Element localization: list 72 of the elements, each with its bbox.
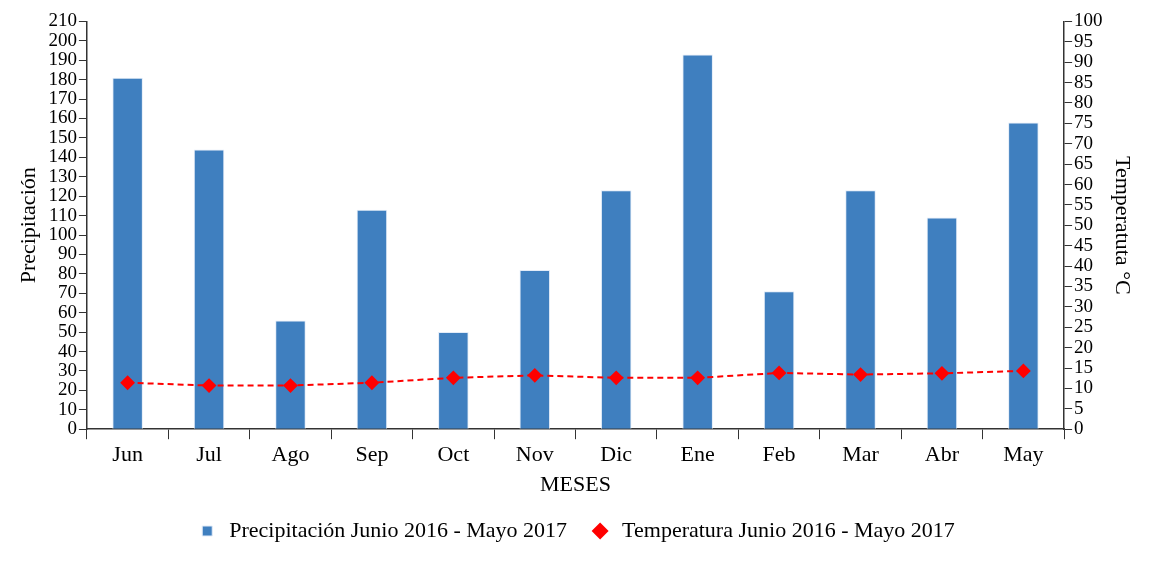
x-tick-label: Sep (355, 441, 389, 467)
y2-tick-label: 95 (1074, 29, 1094, 51)
y2-tick-label: 30 (1074, 294, 1094, 316)
y-tick-label: 80 (57, 261, 77, 283)
point (446, 370, 461, 385)
y2-axis-title: Temperatuta °C (1111, 156, 1137, 295)
x-axis-title: MESES (540, 470, 611, 496)
point (853, 367, 868, 382)
y2-tick-label: 10 (1074, 376, 1094, 398)
point (364, 375, 379, 390)
y2-tick-label: 0 (1074, 417, 1084, 439)
legend-label: Precipitación Junio 2016 - Mayo 2017 (229, 516, 568, 542)
x-tick-label: Mar (842, 441, 880, 467)
point (527, 368, 542, 383)
y-tick-label: 10 (57, 397, 77, 419)
y2-tick-label: 90 (1074, 50, 1094, 72)
y-tick-label: 210 (48, 9, 77, 31)
y-tick-label: 20 (57, 378, 77, 400)
x-tick-label: Nov (515, 441, 554, 467)
y-tick-label: 40 (57, 339, 77, 361)
x-tick-label: May (1003, 441, 1044, 467)
y-tick-label: 70 (57, 281, 77, 303)
y2-tick-label: 80 (1074, 90, 1094, 112)
y-tick-label: 200 (48, 28, 77, 50)
y-tick-label: 120 (48, 184, 77, 206)
x-tick-label: Jul (196, 441, 222, 467)
point (609, 370, 624, 385)
y2-tick-label: 65 (1074, 152, 1094, 174)
point (283, 378, 298, 393)
y2-tick-label: 50 (1074, 213, 1094, 235)
y-tick-label: 60 (57, 300, 77, 322)
y2-tick-label: 55 (1074, 192, 1094, 214)
point (690, 370, 705, 385)
y2-tick-label: 85 (1074, 70, 1094, 92)
y-axis-title: Precipitación (14, 167, 40, 284)
y2-tick-label: 20 (1074, 335, 1094, 357)
y2-tick-label: 70 (1074, 131, 1094, 153)
y-tick-label: 180 (48, 67, 77, 89)
y2-tick-label: 60 (1074, 172, 1094, 194)
point (1016, 363, 1031, 378)
point (772, 365, 787, 380)
y-tick-label: 110 (49, 203, 77, 225)
point (934, 366, 949, 381)
y2-tick-label: 100 (1074, 9, 1103, 31)
y-tick-label: 30 (57, 358, 77, 380)
y2-tick-label: 45 (1074, 233, 1094, 255)
y-tick-label: 150 (48, 125, 77, 147)
y-tick-label: 160 (48, 106, 77, 128)
y2-tick-label: 40 (1074, 254, 1094, 276)
legend-label: Temperatura Junio 2016 - Mayo 2017 (622, 516, 955, 542)
y2-tick-label: 75 (1074, 111, 1094, 133)
y-tick-label: 100 (48, 222, 77, 244)
x-tick-label: Jun (112, 441, 143, 467)
y2-tick-label: 25 (1074, 315, 1094, 337)
y-tick-label: 140 (48, 145, 77, 167)
x-tick-label: Ago (271, 441, 310, 467)
x-tick-label: Ene (680, 441, 715, 467)
y-tick-label: 50 (57, 320, 77, 342)
x-tick-label: Abr (924, 441, 960, 467)
y2-tick-label: 35 (1074, 274, 1094, 296)
y-tick-label: 0 (67, 417, 77, 439)
x-tick-label: Oct (437, 441, 470, 467)
y2-tick-label: 5 (1074, 396, 1084, 418)
y2-tick-label: 15 (1074, 356, 1094, 378)
y-tick-label: 130 (48, 164, 77, 186)
point (202, 378, 217, 393)
point (120, 375, 135, 390)
x-tick-label: Feb (762, 441, 796, 467)
x-tick-label: Dic (600, 441, 633, 467)
y-tick-label: 170 (48, 87, 77, 109)
y-tick-label: 90 (57, 242, 77, 264)
y-tick-label: 190 (48, 48, 77, 70)
